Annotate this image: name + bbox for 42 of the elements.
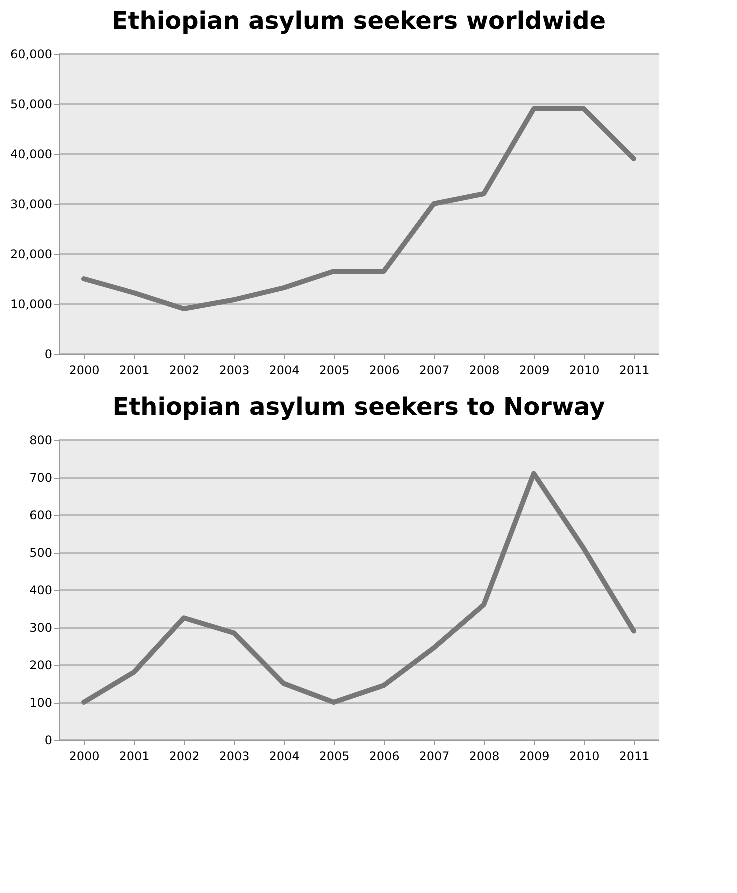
x-tick-label: 2000 [69, 364, 100, 378]
y-tick-label: 50,000 [10, 98, 52, 112]
x-tick-label: 2008 [469, 750, 500, 764]
y-tick-label: 0 [44, 734, 52, 748]
y-tick-label: 60,000 [10, 48, 52, 62]
x-tick-label: 2003 [219, 364, 250, 378]
chart-title: Ethiopian asylum seekers worldwide [112, 7, 606, 35]
y-tick-label: 10,000 [10, 298, 52, 312]
x-tick-label: 2007 [419, 364, 450, 378]
x-tick-label: 2006 [369, 750, 400, 764]
x-tick-label: 2007 [419, 750, 450, 764]
x-tick-label: 2005 [319, 750, 350, 764]
x-tick-label: 2000 [69, 750, 100, 764]
x-tick-label: 2010 [569, 750, 600, 764]
x-tick-label: 2010 [569, 364, 600, 378]
y-tick-label: 300 [30, 621, 52, 635]
y-tick-label: 800 [30, 434, 52, 448]
y-tick-label: 100 [30, 696, 52, 710]
y-tick-label: 20,000 [10, 248, 52, 262]
x-tick-label: 2005 [319, 364, 350, 378]
x-tick-label: 2009 [519, 364, 550, 378]
x-tick-label: 2001 [119, 750, 150, 764]
x-tick-label: 2001 [119, 364, 150, 378]
y-tick-label: 40,000 [10, 148, 52, 162]
x-tick-label: 2009 [519, 750, 550, 764]
x-tick-label: 2003 [219, 750, 250, 764]
y-tick-label: 30,000 [10, 198, 52, 212]
x-tick-label: 2006 [369, 364, 400, 378]
x-tick-label: 2002 [169, 750, 200, 764]
y-tick-label: 700 [30, 471, 52, 485]
x-tick-label: 2011 [619, 750, 650, 764]
x-tick-label: 2004 [269, 750, 300, 764]
y-tick-label: 600 [30, 508, 52, 522]
x-tick-label: 2008 [469, 364, 500, 378]
y-tick-label: 200 [30, 658, 52, 672]
chart-title: Ethiopian asylum seekers to Norway [112, 393, 606, 421]
x-tick-label: 2002 [169, 364, 200, 378]
y-tick-label: 0 [44, 348, 52, 362]
x-tick-label: 2011 [619, 364, 650, 378]
y-tick-label: 500 [30, 546, 52, 560]
y-tick-label: 400 [30, 584, 52, 598]
x-tick-label: 2004 [269, 364, 300, 378]
